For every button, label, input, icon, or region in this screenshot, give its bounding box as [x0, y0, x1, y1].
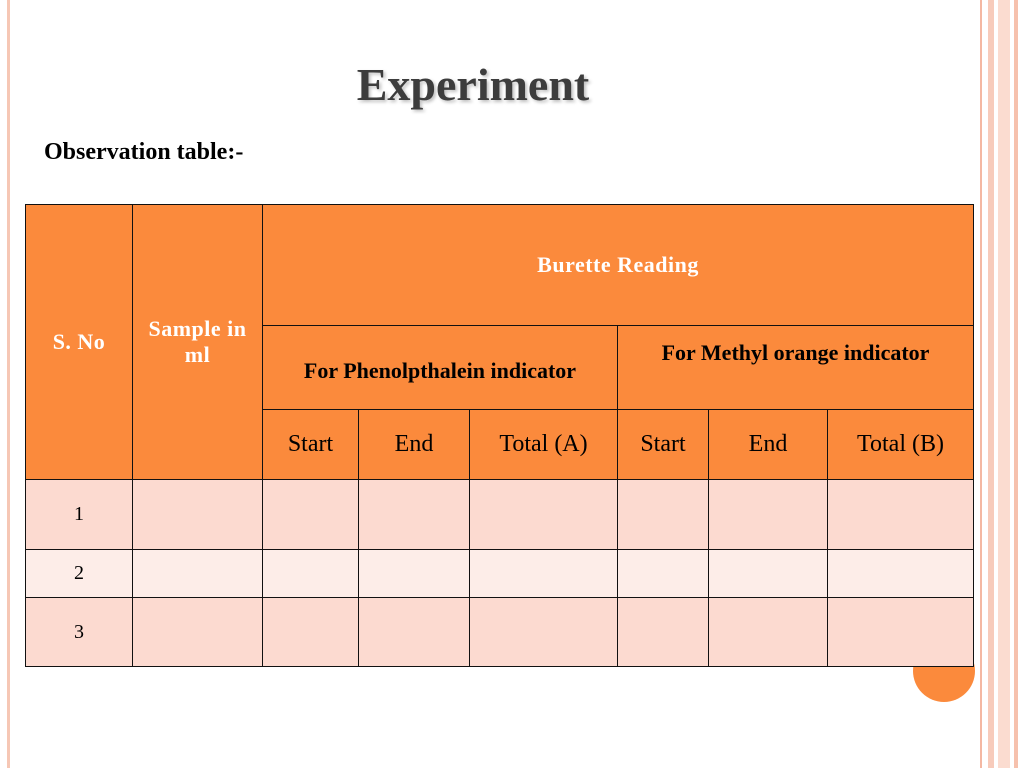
table-cell: [132, 479, 263, 550]
slide-border-left: [7, 0, 10, 768]
table-cell: [617, 479, 709, 550]
table-cell: [132, 549, 263, 598]
table-cell: [358, 549, 470, 598]
slide-title: Experiment: [356, 59, 590, 110]
table-cell: [132, 597, 263, 667]
table-cell: [262, 479, 359, 550]
table-cell: [262, 597, 359, 667]
table-cell: [469, 597, 618, 667]
header-phenolphthalein: For Phenolpthalein indicator: [262, 325, 618, 410]
table-cell: [469, 549, 618, 598]
header-start: Start: [617, 409, 709, 480]
header-sample: Sample in ml: [132, 204, 263, 480]
slide-border-right: [1014, 0, 1018, 768]
row-sno: 2: [25, 549, 133, 598]
header-start: Start: [262, 409, 359, 480]
table-row: 1: [25, 479, 975, 550]
table-cell: [708, 597, 828, 667]
table-cell: [826, 597, 975, 667]
header-sno: S. No: [25, 204, 133, 480]
slide-border-right: [980, 0, 982, 768]
slide-border-right: [988, 0, 994, 768]
header-end: End: [358, 409, 470, 480]
table-row: 3: [25, 597, 975, 667]
table-cell: [617, 597, 709, 667]
observation-table: S. No Sample in ml Burette Reading For P…: [25, 204, 975, 667]
header-methyl-orange: For Methyl orange indicator: [616, 325, 975, 410]
table-cell: [617, 549, 709, 598]
table-cell: [358, 597, 470, 667]
slide-border-right: [998, 0, 1010, 768]
header-total-a: Total (A): [469, 409, 618, 480]
header-end: End: [708, 409, 828, 480]
table-cell: [708, 549, 828, 598]
row-sno: 1: [25, 479, 133, 550]
table-cell: [262, 549, 359, 598]
row-sno: 3: [25, 597, 133, 667]
table-cell: [358, 479, 470, 550]
slide-subtitle: Observation table:-: [44, 139, 244, 165]
table-cell: [826, 479, 975, 550]
table-cell: [826, 549, 975, 598]
header-total-b: Total (B): [826, 409, 975, 480]
header-burette-reading: Burette Reading: [261, 204, 975, 326]
table-cell: [708, 479, 828, 550]
table-cell: [469, 479, 618, 550]
table-row: 2: [25, 549, 975, 598]
